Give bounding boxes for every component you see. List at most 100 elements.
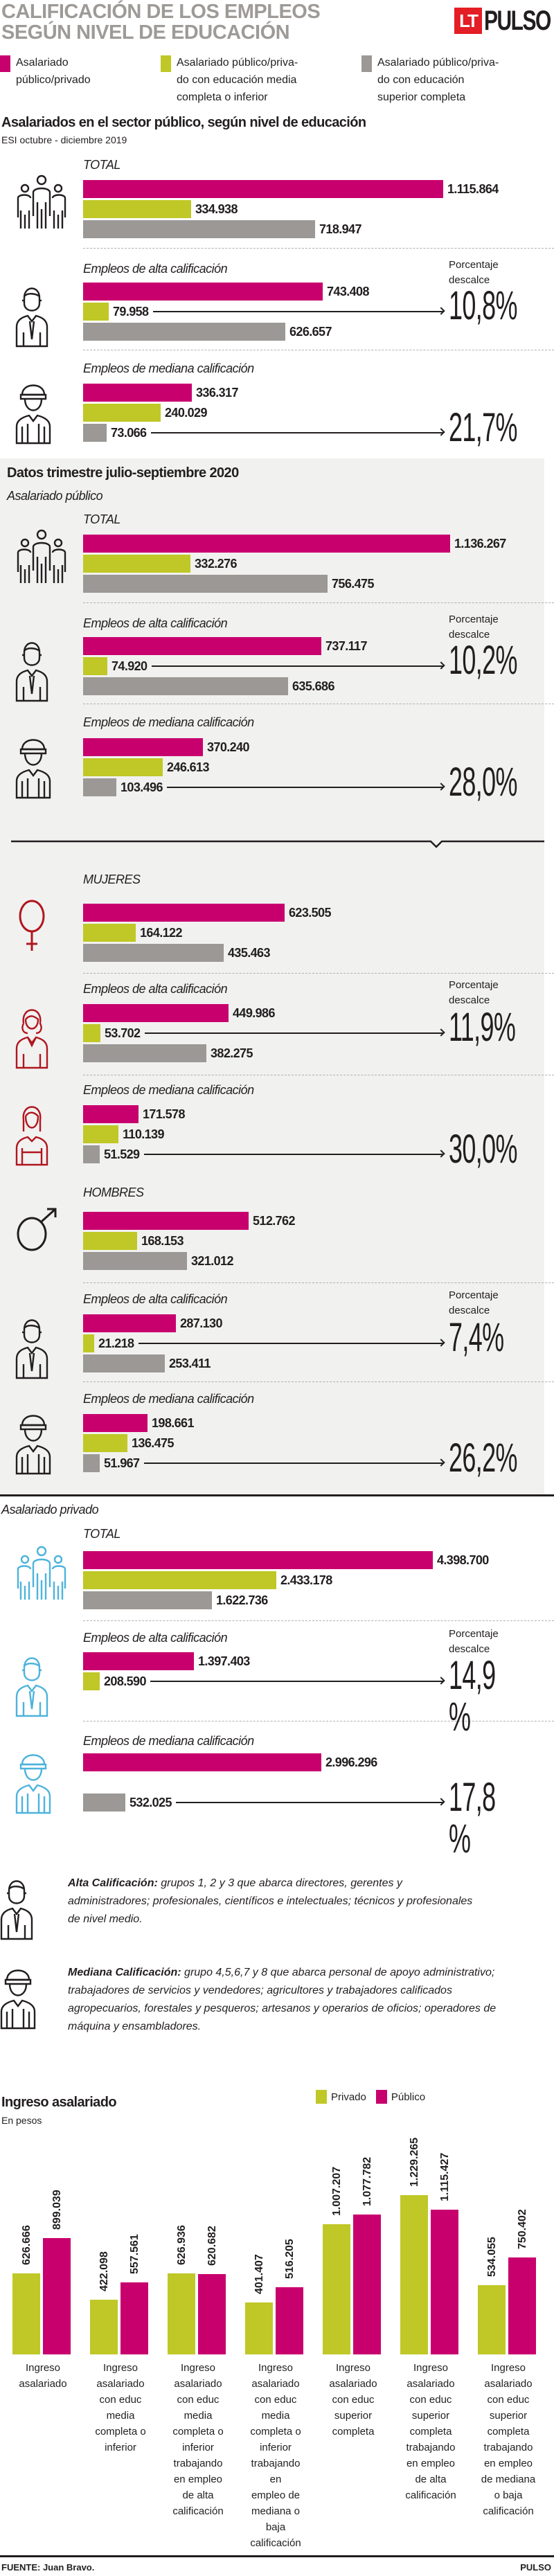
income-bar-publico xyxy=(198,2274,226,2354)
group-label: Empleos de mediana calificación xyxy=(83,715,254,729)
bar-value: 512.762 xyxy=(253,1214,295,1228)
pct-label: descalce xyxy=(449,1305,490,1316)
bar-media xyxy=(83,1334,94,1352)
bar-value: 21.218 xyxy=(98,1336,134,1350)
arrow-icon xyxy=(167,787,443,788)
bar-value: 198.661 xyxy=(152,1416,194,1430)
group-label: Empleos de alta calificación xyxy=(83,982,228,996)
income-category-label: Ingreso asalariado con educ media completa o… xyxy=(245,2360,306,2551)
alta-definition: Alta Calificación: grupos 1, 2 y 3 que a… xyxy=(68,1875,483,1929)
bar-value: 1.397.403 xyxy=(198,1654,250,1668)
alta-term: Alta Calificación: xyxy=(68,1877,158,1889)
legend-swatch-gray xyxy=(361,55,372,72)
bar-superior xyxy=(83,323,285,341)
legend-label: Asalariado público/priva- xyxy=(177,57,298,69)
legend-label-privado: Privado xyxy=(331,2091,366,2103)
woman-worker-icon xyxy=(15,1100,48,1170)
income-value-label: 899.039 xyxy=(51,2190,63,2230)
income-value-label: 1.077.782 xyxy=(361,2156,373,2206)
bar-value: 435.463 xyxy=(228,946,270,960)
category-label-line: con educ xyxy=(409,2394,452,2406)
category-label-line: de alta xyxy=(415,2474,447,2485)
bar-value: 51.967 xyxy=(104,1456,140,1470)
income-value-label: 1.115.427 xyxy=(439,2152,451,2201)
category-label-line: asalariado xyxy=(329,2378,377,2390)
income-bar-privado xyxy=(478,2285,506,2354)
category-label-line: asalariado xyxy=(484,2378,533,2390)
bar-value: 74.920 xyxy=(111,659,148,673)
bar-value: 334.938 xyxy=(195,202,238,216)
bar-value: 51.529 xyxy=(104,1147,140,1161)
mismatch-percentage: 30,0% xyxy=(449,1127,517,1172)
group-label: Empleos de alta calificación xyxy=(83,616,228,630)
exec-icon xyxy=(15,1647,48,1721)
pct-label: descalce xyxy=(449,1643,490,1655)
mediana-definition: Mediana Calificación: grupo 4,5,6,7 y 8 … xyxy=(68,1964,525,2036)
pct-label: Porcentaje xyxy=(449,1628,499,1640)
dashed-separator xyxy=(83,602,554,603)
category-label-line: con educ xyxy=(254,2394,297,2406)
bar-total xyxy=(83,1652,194,1670)
bar-value: 73.066 xyxy=(111,426,147,440)
logo-lt: LT xyxy=(454,8,482,34)
pct-label: Porcentaje xyxy=(449,1289,499,1301)
category-label-line: Ingreso xyxy=(335,2362,371,2374)
bar-total xyxy=(83,1004,229,1022)
bar-value: 449.986 xyxy=(233,1006,275,1020)
mismatch-percentage: 10,8% xyxy=(449,283,517,328)
bar-media xyxy=(83,924,136,942)
income-value-label: 534.055 xyxy=(486,2237,498,2277)
exec-icon xyxy=(15,277,48,351)
legend-swatch-publico xyxy=(375,2090,387,2104)
bar-total xyxy=(83,1551,433,1569)
bar-total xyxy=(83,738,203,756)
category-label-line: en empleo xyxy=(483,2458,533,2469)
bar-total xyxy=(83,637,321,655)
income-value-label: 1.007.207 xyxy=(331,2166,343,2216)
category-label-line: completa o xyxy=(250,2426,301,2438)
bar-value: 623.505 xyxy=(289,906,331,920)
bar-media xyxy=(83,200,191,218)
bar-value: 756.475 xyxy=(332,577,374,591)
bar-media xyxy=(83,555,190,573)
bar-media xyxy=(83,1672,100,1690)
bar-total xyxy=(83,1414,148,1432)
title-line-2: SEGÚN NIVEL DE EDUCACIÓN xyxy=(1,21,290,44)
group-label: Empleos de mediana calificación xyxy=(83,361,254,375)
income-category-label: Ingreso asalariado con educ superior complet… xyxy=(478,2360,539,2519)
section-2019-heading: Asalariados en el sector público, según … xyxy=(1,115,366,130)
income-value-label: 516.205 xyxy=(284,2239,296,2279)
mismatch-percentage: 7,4% xyxy=(449,1315,504,1360)
group-label: Empleos de mediana calificación xyxy=(83,1734,254,1748)
category-label-line: Ingreso xyxy=(180,2362,216,2374)
legend-label-publico: Público xyxy=(391,2091,426,2103)
category-label-line: completa o xyxy=(172,2426,224,2438)
bar-superior xyxy=(83,778,116,796)
income-bar-publico xyxy=(120,2282,148,2354)
exec-icon xyxy=(15,1309,48,1383)
male-icon xyxy=(15,1206,58,1255)
dashed-separator xyxy=(83,1620,554,1621)
bar-value: 1.136.267 xyxy=(454,537,506,551)
dashed-separator xyxy=(83,1282,554,1283)
income-bar-publico xyxy=(508,2257,536,2354)
bar-value: 737.117 xyxy=(325,639,367,653)
bar-value: 253.411 xyxy=(169,1357,211,1370)
income-value-label: 557.561 xyxy=(129,2234,141,2274)
bar-superior xyxy=(83,1044,206,1062)
bar-total xyxy=(83,904,285,922)
group-label: Empleos de alta calificación xyxy=(83,1631,228,1645)
bar-value: 136.475 xyxy=(132,1436,174,1450)
pulso-logo: LT PULSO xyxy=(454,3,551,39)
pct-label: descalce xyxy=(449,994,490,1006)
category-label-line: en empleo xyxy=(406,2458,456,2469)
category-label-line: superior xyxy=(411,2410,450,2422)
logo-pulso: PULSO xyxy=(484,5,551,36)
income-value-label: 1.229.265 xyxy=(409,2137,420,2187)
legend-item-media: Asalariado público/priva- do con educaci… xyxy=(161,54,355,106)
bar-media xyxy=(83,1024,100,1042)
category-label-line: con educ xyxy=(332,2394,375,2406)
mismatch-percentage: 17,8 % xyxy=(449,1775,496,1861)
bar-value: 171.578 xyxy=(143,1107,185,1121)
group-label: Empleos de alta calificación xyxy=(83,1292,228,1306)
